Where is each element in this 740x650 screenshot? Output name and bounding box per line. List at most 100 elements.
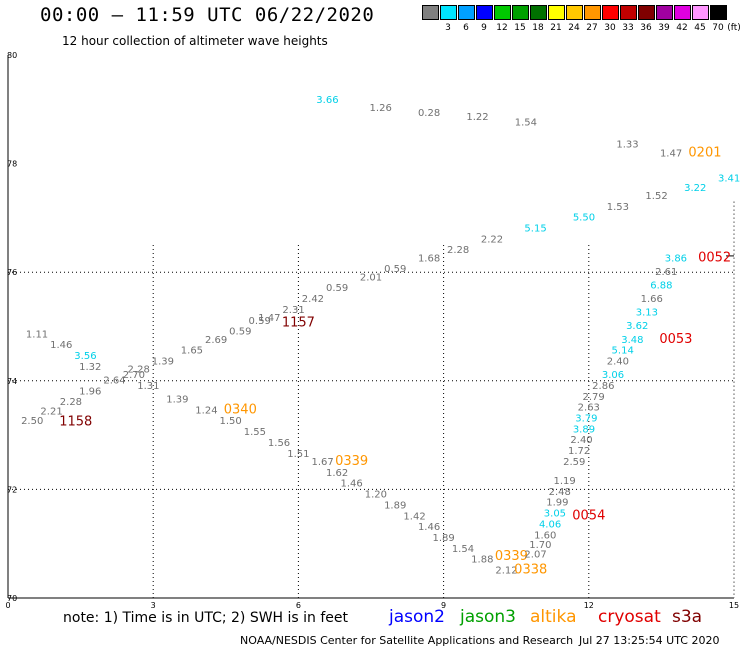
- wave-height-label: 1.70: [529, 540, 551, 551]
- wave-height-label: 1.55: [244, 427, 266, 438]
- wave-height-label: 2.28: [447, 245, 469, 256]
- wave-height-label: 2.59: [563, 457, 585, 468]
- pass-time-label: 1158: [59, 414, 92, 429]
- wave-height-label: 1.19: [553, 476, 575, 487]
- wave-height-label: 1.99: [546, 498, 568, 509]
- wave-height-label: 2.31: [282, 305, 304, 316]
- scale-swatch: [494, 5, 511, 20]
- wave-height-label: 1.39: [152, 357, 174, 368]
- wave-height-label: 2.64: [103, 376, 125, 387]
- scale-label: 15: [514, 23, 526, 33]
- wave-height-label: 1.88: [471, 555, 493, 566]
- x-tick-label: 12: [584, 601, 594, 610]
- pass-time-label: 0339: [335, 454, 368, 469]
- wave-height-label: 2.12: [495, 566, 517, 577]
- wave-height-label: 3.86: [665, 253, 687, 264]
- wave-height-label: 2.40: [607, 357, 629, 368]
- wave-height-label: 6.88: [650, 280, 672, 291]
- scale-label: 36: [640, 23, 652, 33]
- wave-height-label: 1.42: [403, 511, 425, 522]
- wave-height-label: 3.66: [316, 95, 338, 106]
- wave-height-label: 1.46: [341, 479, 363, 490]
- scale-label: 39: [658, 23, 670, 33]
- wave-height-label: 1.50: [220, 416, 242, 427]
- pass-time-label: 1157: [282, 316, 315, 331]
- legend-jason2: jason2: [389, 607, 445, 627]
- wave-height-label: 2.61: [655, 267, 677, 278]
- legend-altika: altika: [530, 607, 577, 627]
- wave-height-label: 0.59: [326, 283, 348, 294]
- wave-height-label: 3.06: [602, 370, 624, 381]
- wave-height-label: 3.22: [684, 183, 706, 194]
- wave-height-label: 1.31: [137, 381, 159, 392]
- x-tick-label: 3: [151, 601, 156, 610]
- scale-label: 27: [586, 23, 598, 33]
- wave-height-label: 1.72: [568, 446, 590, 457]
- pass-time-label: 0054: [572, 508, 605, 523]
- wave-height-label: 1.47: [660, 149, 682, 160]
- scale-swatch: [422, 5, 439, 20]
- scale-swatch: [476, 5, 493, 20]
- y-tick-label: 80: [7, 51, 17, 60]
- pass-time-label: 0340: [224, 402, 257, 417]
- wave-height-label: 1.89: [384, 500, 406, 511]
- scale-label: 3: [445, 23, 451, 33]
- wave-height-label: 3.41: [718, 174, 740, 185]
- wave-height-label: 3.89: [573, 424, 595, 435]
- scale-label: 30: [604, 23, 616, 33]
- scale-swatch: [530, 5, 547, 20]
- wave-height-label: 1.56: [268, 438, 290, 449]
- scale-swatch: [674, 5, 691, 20]
- x-tick-label: 9: [441, 601, 446, 610]
- scale-swatch: [692, 5, 709, 20]
- wave-height-label: 5.50: [573, 213, 595, 224]
- scale-swatch: [548, 5, 565, 20]
- wave-height-label: 0.59: [229, 327, 251, 338]
- wave-height-label: 2.70: [123, 370, 145, 381]
- scale-label: 6: [463, 23, 469, 33]
- wave-height-label: 1.39: [166, 395, 188, 406]
- wave-height-label: 1.53: [607, 202, 629, 213]
- y-tick-label: 76: [7, 268, 17, 277]
- scale-swatch: [584, 5, 601, 20]
- scale-label: 42: [676, 23, 688, 33]
- scale-label: 33: [622, 23, 634, 33]
- wave-height-label: 5.14: [612, 346, 634, 357]
- wave-height-label: 2.28: [128, 365, 150, 376]
- wave-height-label: 1.67: [311, 457, 333, 468]
- y-tick-label: 74: [7, 377, 17, 386]
- scale-swatch: [656, 5, 673, 20]
- wave-height-label: 4.06: [539, 519, 561, 530]
- wave-height-label: 2.21: [40, 406, 62, 417]
- wave-height-label: 1.33: [616, 139, 638, 150]
- wave-height-label: 3.13: [636, 308, 658, 319]
- wave-height-label: 1.62: [326, 468, 348, 479]
- legend-jason3: jason3: [460, 607, 516, 627]
- wave-height-label: 2.42: [302, 294, 324, 305]
- wave-height-label: 2.40: [570, 435, 592, 446]
- legend-cryosat: cryosat: [598, 607, 661, 627]
- wave-height-label: 1.22: [466, 112, 488, 123]
- y-tick-label: 72: [7, 485, 17, 494]
- scale-unit: (ft): [727, 23, 740, 33]
- pass-time-label: 0052: [698, 250, 731, 265]
- wave-height-label: 3.79: [575, 414, 597, 425]
- wave-height-label: 2.69: [205, 335, 227, 346]
- y-tick-label: 70: [7, 594, 17, 603]
- wave-height-label: 0.59: [384, 264, 406, 275]
- scale-label: 9: [481, 23, 487, 33]
- scale-swatch: [710, 5, 727, 20]
- wave-height-label: 1.60: [534, 530, 556, 541]
- wave-height-label: 0.59: [249, 316, 271, 327]
- wave-height-label: 3.62: [626, 321, 648, 332]
- wave-height-label: 1.65: [181, 346, 203, 357]
- pass-time-label: 0201: [688, 146, 721, 161]
- wave-height-label: 1.54: [452, 544, 474, 555]
- pass-time-label: 0338: [514, 563, 547, 578]
- map-title: 00:00 – 11:59 UTC 06/22/2020: [40, 4, 375, 26]
- wave-height-label: 0.28: [418, 108, 440, 119]
- scale-label: 70: [712, 23, 724, 33]
- wave-height-label: 1.46: [50, 340, 72, 351]
- scale-swatch: [512, 5, 529, 20]
